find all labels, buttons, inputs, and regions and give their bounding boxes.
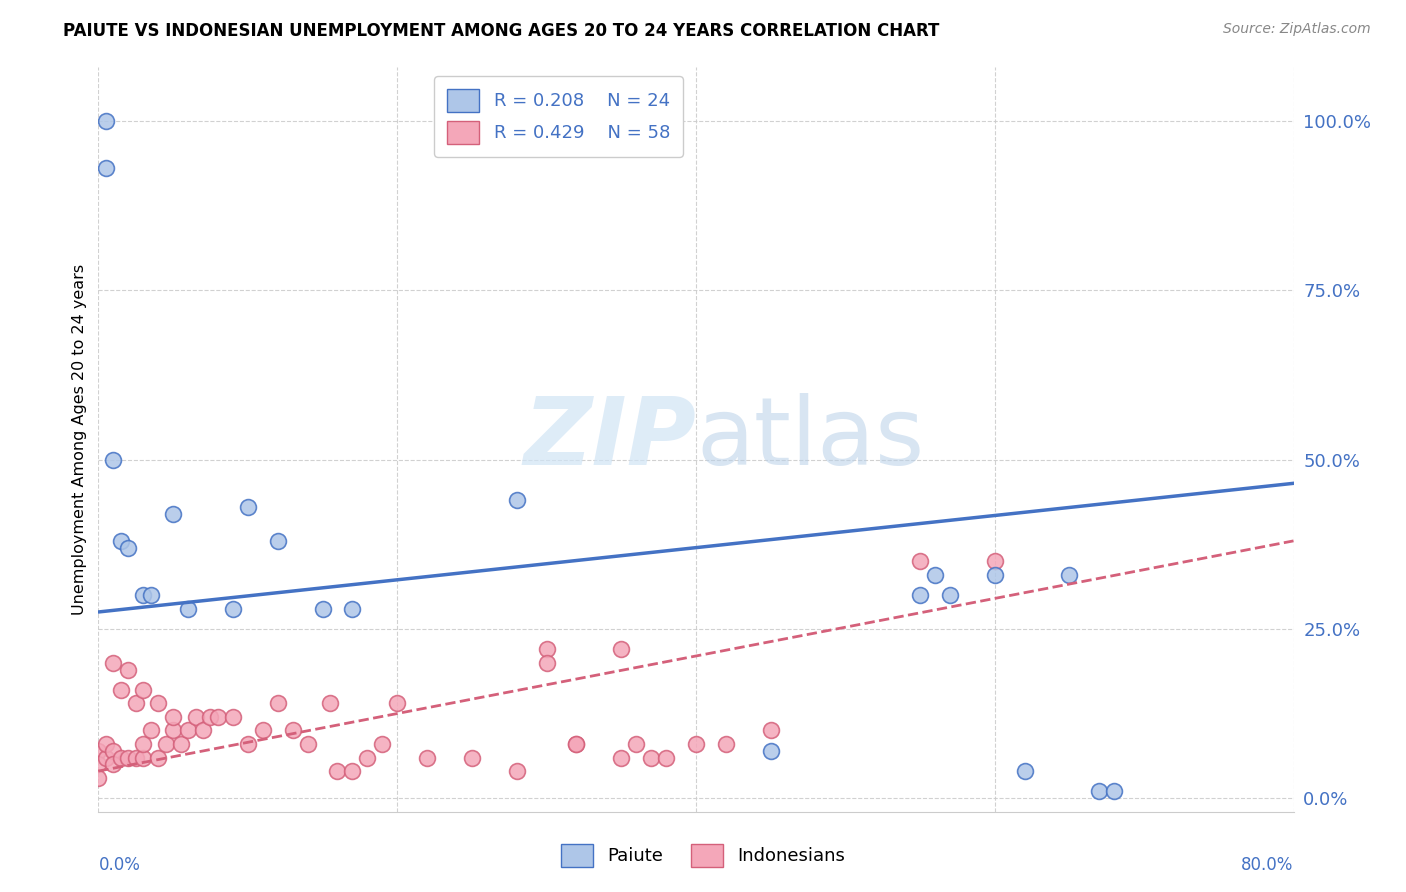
Point <box>319 697 342 711</box>
Point <box>506 764 529 778</box>
Point <box>132 682 155 697</box>
Point <box>565 737 588 751</box>
Point <box>103 744 125 758</box>
Point <box>132 750 155 764</box>
Text: 80.0%: 80.0% <box>1241 856 1294 874</box>
Point <box>1088 784 1111 798</box>
Point <box>416 750 439 764</box>
Point <box>908 588 931 602</box>
Point <box>655 750 678 764</box>
Point <box>155 737 177 751</box>
Point <box>385 697 409 711</box>
Point <box>184 710 207 724</box>
Point <box>640 750 662 764</box>
Point <box>177 723 200 738</box>
Point <box>125 697 148 711</box>
Point <box>536 656 558 670</box>
Point <box>610 750 633 764</box>
Point <box>139 588 162 602</box>
Point <box>117 541 139 555</box>
Point <box>236 737 259 751</box>
Point <box>94 737 117 751</box>
Point <box>267 533 290 548</box>
Point <box>94 750 117 764</box>
Point <box>342 601 364 615</box>
Point <box>281 723 304 738</box>
Point <box>177 601 200 615</box>
Point <box>94 161 117 176</box>
Point <box>139 723 162 738</box>
Point <box>610 642 633 657</box>
Y-axis label: Unemployment Among Ages 20 to 24 years: Unemployment Among Ages 20 to 24 years <box>72 264 87 615</box>
Point <box>117 663 139 677</box>
Point <box>1059 567 1081 582</box>
Point <box>162 723 184 738</box>
Point <box>908 554 931 568</box>
Text: Source: ZipAtlas.com: Source: ZipAtlas.com <box>1223 22 1371 37</box>
Point <box>685 737 707 751</box>
Point <box>626 737 648 751</box>
Point <box>132 737 155 751</box>
Point <box>236 500 259 514</box>
Point <box>148 697 170 711</box>
Point <box>110 682 132 697</box>
Point <box>536 642 558 657</box>
Point <box>222 601 245 615</box>
Text: 0.0%: 0.0% <box>98 856 141 874</box>
Point <box>207 710 229 724</box>
Point <box>506 493 529 508</box>
Point <box>125 750 148 764</box>
Text: ZIP: ZIP <box>523 393 696 485</box>
Point <box>103 757 125 772</box>
Point <box>565 737 588 751</box>
Point <box>356 750 378 764</box>
Text: PAIUTE VS INDONESIAN UNEMPLOYMENT AMONG AGES 20 TO 24 YEARS CORRELATION CHART: PAIUTE VS INDONESIAN UNEMPLOYMENT AMONG … <box>63 22 939 40</box>
Point <box>87 757 110 772</box>
Point <box>169 737 191 751</box>
Point <box>191 723 214 738</box>
Point <box>222 710 245 724</box>
Point <box>103 452 125 467</box>
Point <box>110 533 132 548</box>
Point <box>267 697 290 711</box>
Point <box>117 750 139 764</box>
Point <box>110 750 132 764</box>
Point <box>200 710 222 724</box>
Legend: R = 0.208    N = 24, R = 0.429    N = 58: R = 0.208 N = 24, R = 0.429 N = 58 <box>434 76 683 157</box>
Point <box>326 764 349 778</box>
Point <box>714 737 737 751</box>
Point <box>939 588 962 602</box>
Point <box>252 723 274 738</box>
Point <box>759 723 782 738</box>
Point <box>371 737 394 751</box>
Point <box>1104 784 1126 798</box>
Point <box>162 710 184 724</box>
Point <box>924 567 946 582</box>
Point <box>461 750 484 764</box>
Point <box>984 567 1007 582</box>
Point <box>759 744 782 758</box>
Point <box>132 588 155 602</box>
Point <box>87 771 110 785</box>
Point <box>311 601 333 615</box>
Legend: Paiute, Indonesians: Paiute, Indonesians <box>554 837 852 874</box>
Text: atlas: atlas <box>696 393 924 485</box>
Point <box>87 744 110 758</box>
Point <box>984 554 1007 568</box>
Point <box>342 764 364 778</box>
Point <box>162 507 184 521</box>
Point <box>297 737 319 751</box>
Point <box>148 750 170 764</box>
Point <box>94 114 117 128</box>
Point <box>103 656 125 670</box>
Point <box>1014 764 1036 778</box>
